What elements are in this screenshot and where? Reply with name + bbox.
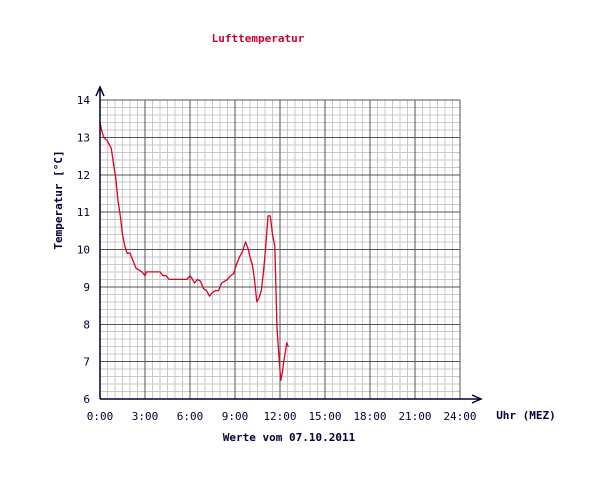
major-gridlines (99, 99, 461, 400)
x-tick-label: 0:00 (87, 410, 114, 423)
x-tick-label: 6:00 (177, 410, 204, 423)
x-tick-labels: 0:00 3:00 6:00 9:00 12:00 15:00 18:00 21:00 24:0… (87, 410, 477, 423)
temperature-line (99, 122, 289, 381)
x-tick-label: 9:00 (222, 410, 249, 423)
x-tick-label: 15:00 (308, 410, 341, 423)
y-tick-labels: 6 7 8 9 10 11 12 13 14 (77, 94, 91, 406)
x-tick-label: 18:00 (353, 410, 386, 423)
y-tick-label: 10 (77, 244, 90, 257)
x-tick-label: 21:00 (398, 410, 431, 423)
chart-subtitle: Werte vom 07.10.2011 (223, 431, 356, 444)
x-tick-label: 3:00 (132, 410, 159, 423)
y-tick-label: 11 (77, 206, 90, 219)
y-axis-arrow (95, 85, 105, 97)
y-axis-label: Temperatur [°C] (52, 150, 65, 249)
x-axis-label: Uhr (MEZ) (496, 409, 556, 422)
y-tick-label: 13 (77, 131, 90, 144)
axes (95, 85, 483, 404)
y-tick-label: 12 (77, 169, 90, 182)
y-tick-label: 14 (77, 94, 91, 107)
x-tick-label: 12:00 (263, 410, 296, 423)
y-tick-label: 6 (83, 393, 90, 406)
chart-title: Lufttemperatur (212, 32, 305, 45)
temperature-series (99, 122, 289, 381)
y-tick-label: 9 (83, 281, 90, 294)
y-tick-label: 8 (83, 318, 90, 331)
y-tick-label: 7 (83, 356, 90, 369)
x-axis-arrow (471, 394, 483, 404)
x-tick-label: 24:00 (443, 410, 476, 423)
